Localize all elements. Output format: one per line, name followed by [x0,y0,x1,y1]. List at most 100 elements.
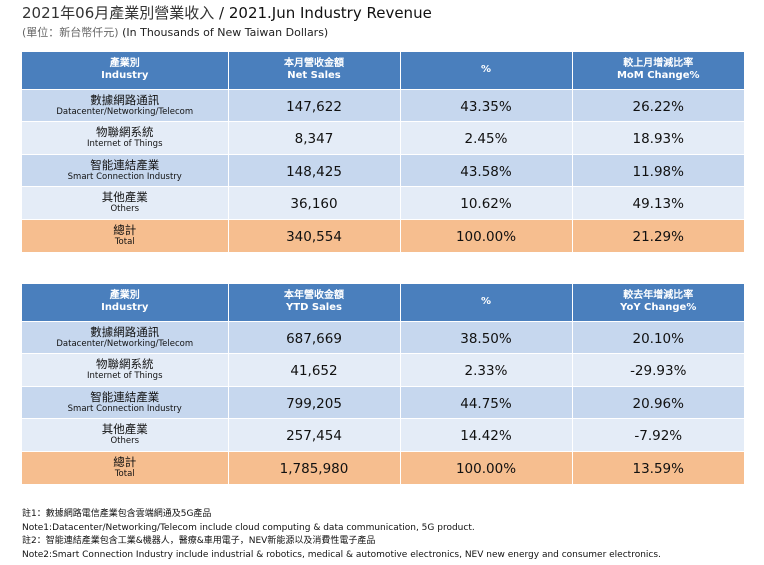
footnote-1-en: Note1:Datacenter/Networking/Telecom incl… [22,522,475,533]
sales-value: 257,454 [286,428,342,445]
total-sales-cell: 340,554 [228,218,401,252]
industry-name-en: Internet of Things [87,139,163,150]
change-cell: 20.96% [572,385,744,419]
total-percent-value: 100.00% [455,461,517,477]
industry-name-zh: 智能連結產業 [90,389,160,404]
change-value: -29.93% [630,363,687,380]
table-row: 其他產業 Others 257,454 14.42% -7.92% [22,418,744,451]
total-change-value: 21.29% [632,229,684,245]
sales-cell: 148,425 [228,153,401,187]
industry-name-en: Internet of Things [87,371,163,382]
industry-name-zh: 智能連結產業 [90,157,160,172]
total-sales-cell: 1,785,980 [228,450,401,484]
sales-cell: 257,454 [228,418,401,451]
footnote-1-zh: 註1：數據網路電信產業包含雲端網通及5G產品 [22,509,212,519]
percent-value: 2.33% [464,363,508,380]
industry-name-zh: 數據網路通訊 [90,92,160,107]
total-change-value: 13.59% [632,461,684,477]
sales-cell: 687,669 [228,320,401,354]
change-value: 20.96% [632,395,684,412]
header-industry: 產業別 Industry [22,52,229,89]
header-mom-change: 較上月增減比率 MoM Change% [572,52,744,89]
change-cell: 26.22% [572,88,744,122]
footnotes: 註1：數據網路電信產業包含雲端網通及5G產品 Note1:Datacenter/… [22,508,661,562]
percent-value: 43.35% [460,98,512,115]
change-cell: -7.92% [572,418,744,451]
header-industry-zh: 產業別 [109,58,140,70]
industry-cell: 物聯網系統 Internet of Things [22,121,229,154]
header-industry-en: Industry [101,302,149,314]
percent-cell: 43.58% [400,153,573,187]
total-percent-cell: 100.00% [400,450,573,484]
total-row: 總計 Total 1,785,980 100.00% 13.59% [22,450,744,484]
sales-cell: 147,622 [228,88,401,122]
change-value: 11.98% [632,163,684,180]
change-cell: 11.98% [572,153,744,187]
percent-cell: 2.33% [400,353,573,386]
total-sales-value: 340,554 [286,229,342,245]
sales-value: 148,425 [286,163,342,180]
industry-name-en: Smart Connection Industry [67,403,182,414]
header-industry: 產業別 Industry [22,284,229,321]
report-title: 2021年06月產業別營業收入 / 2021.Jun Industry Reve… [22,2,432,23]
industry-name-en: Others [110,436,140,447]
industry-cell: 其他產業 Others [22,186,229,219]
header-ytd-sales: 本年營收金額 YTD Sales [228,284,401,321]
percent-value: 44.75% [460,395,512,412]
change-value: 20.10% [632,330,684,347]
total-label-en: Total [114,237,135,247]
industry-name-en: Others [110,204,140,215]
percent-value: 2.45% [464,131,508,148]
percent-value: 43.58% [460,163,512,180]
total-label-zh: 總計 [113,455,137,469]
sales-value: 41,652 [290,363,338,380]
industry-name-zh: 物聯網系統 [96,125,154,140]
table-row: 物聯網系統 Internet of Things 41,652 2.33% -29… [22,353,744,386]
header-net-sales-en: Net Sales [287,70,341,82]
table-header-row: 產業別 Industry 本年營收金額 YTD Sales % 較去年增減比率 … [22,284,744,321]
change-cell: 18.93% [572,121,744,154]
industry-name-zh: 其他產業 [101,422,148,437]
header-net-sales-zh: 本月營收金額 [284,58,344,70]
table-row: 物聯網系統 Internet of Things 8,347 2.45% 18.9… [22,121,744,154]
table-row: 數據網路通訊 Datacenter/Networking/Telecom 147,… [22,88,744,122]
header-industry-zh: 產業別 [109,290,140,302]
industry-cell: 智能連結產業 Smart Connection Industry [22,385,229,419]
change-value: 26.22% [632,98,684,115]
table-row: 智能連結產業 Smart Connection Industry 148,425 … [22,153,744,187]
change-value: 49.13% [632,196,684,213]
total-percent-value: 100.00% [455,229,517,245]
unit-note: (單位：新台幣仟元) (In Thousands of New Taiwan D… [22,24,328,40]
report-title-zh: 2021年06月產業別營業收入 [22,4,215,22]
report-title-en: 2021.Jun Industry Revenue [228,4,432,22]
total-percent-cell: 100.00% [400,218,573,252]
table-row: 智能連結產業 Smart Connection Industry 799,205 … [22,385,744,419]
industry-cell: 物聯網系統 Internet of Things [22,353,229,386]
percent-cell: 43.35% [400,88,573,122]
table-row: 數據網路通訊 Datacenter/Networking/Telecom 687,… [22,320,744,354]
header-yoy-change: 較去年增減比率 YoY Change% [572,284,744,321]
sales-value: 36,160 [290,196,338,213]
sales-cell: 41,652 [228,353,401,386]
header-ytd-sales-zh: 本年營收金額 [284,290,344,302]
industry-cell: 其他產業 Others [22,418,229,451]
sales-value: 8,347 [294,131,334,148]
change-cell: 20.10% [572,320,744,354]
percent-cell: 14.42% [400,418,573,451]
percent-cell: 2.45% [400,121,573,154]
industry-cell: 數據網路通訊 Datacenter/Networking/Telecom [22,320,229,354]
sales-value: 687,669 [286,330,342,347]
change-cell: -29.93% [572,353,744,386]
total-sales-value: 1,785,980 [279,461,349,477]
total-change-cell: 21.29% [572,218,744,252]
sales-value: 147,622 [286,98,342,115]
header-percent: % [400,284,573,321]
industry-name-en: Smart Connection Industry [67,171,182,182]
percent-value: 38.50% [460,330,512,347]
header-mom-change-en: MoM Change% [616,70,700,82]
header-yoy-change-en: YoY Change% [620,302,697,314]
industry-name-zh: 其他產業 [101,190,148,205]
header-percent-label: % [480,296,492,308]
percent-cell: 10.62% [400,186,573,219]
